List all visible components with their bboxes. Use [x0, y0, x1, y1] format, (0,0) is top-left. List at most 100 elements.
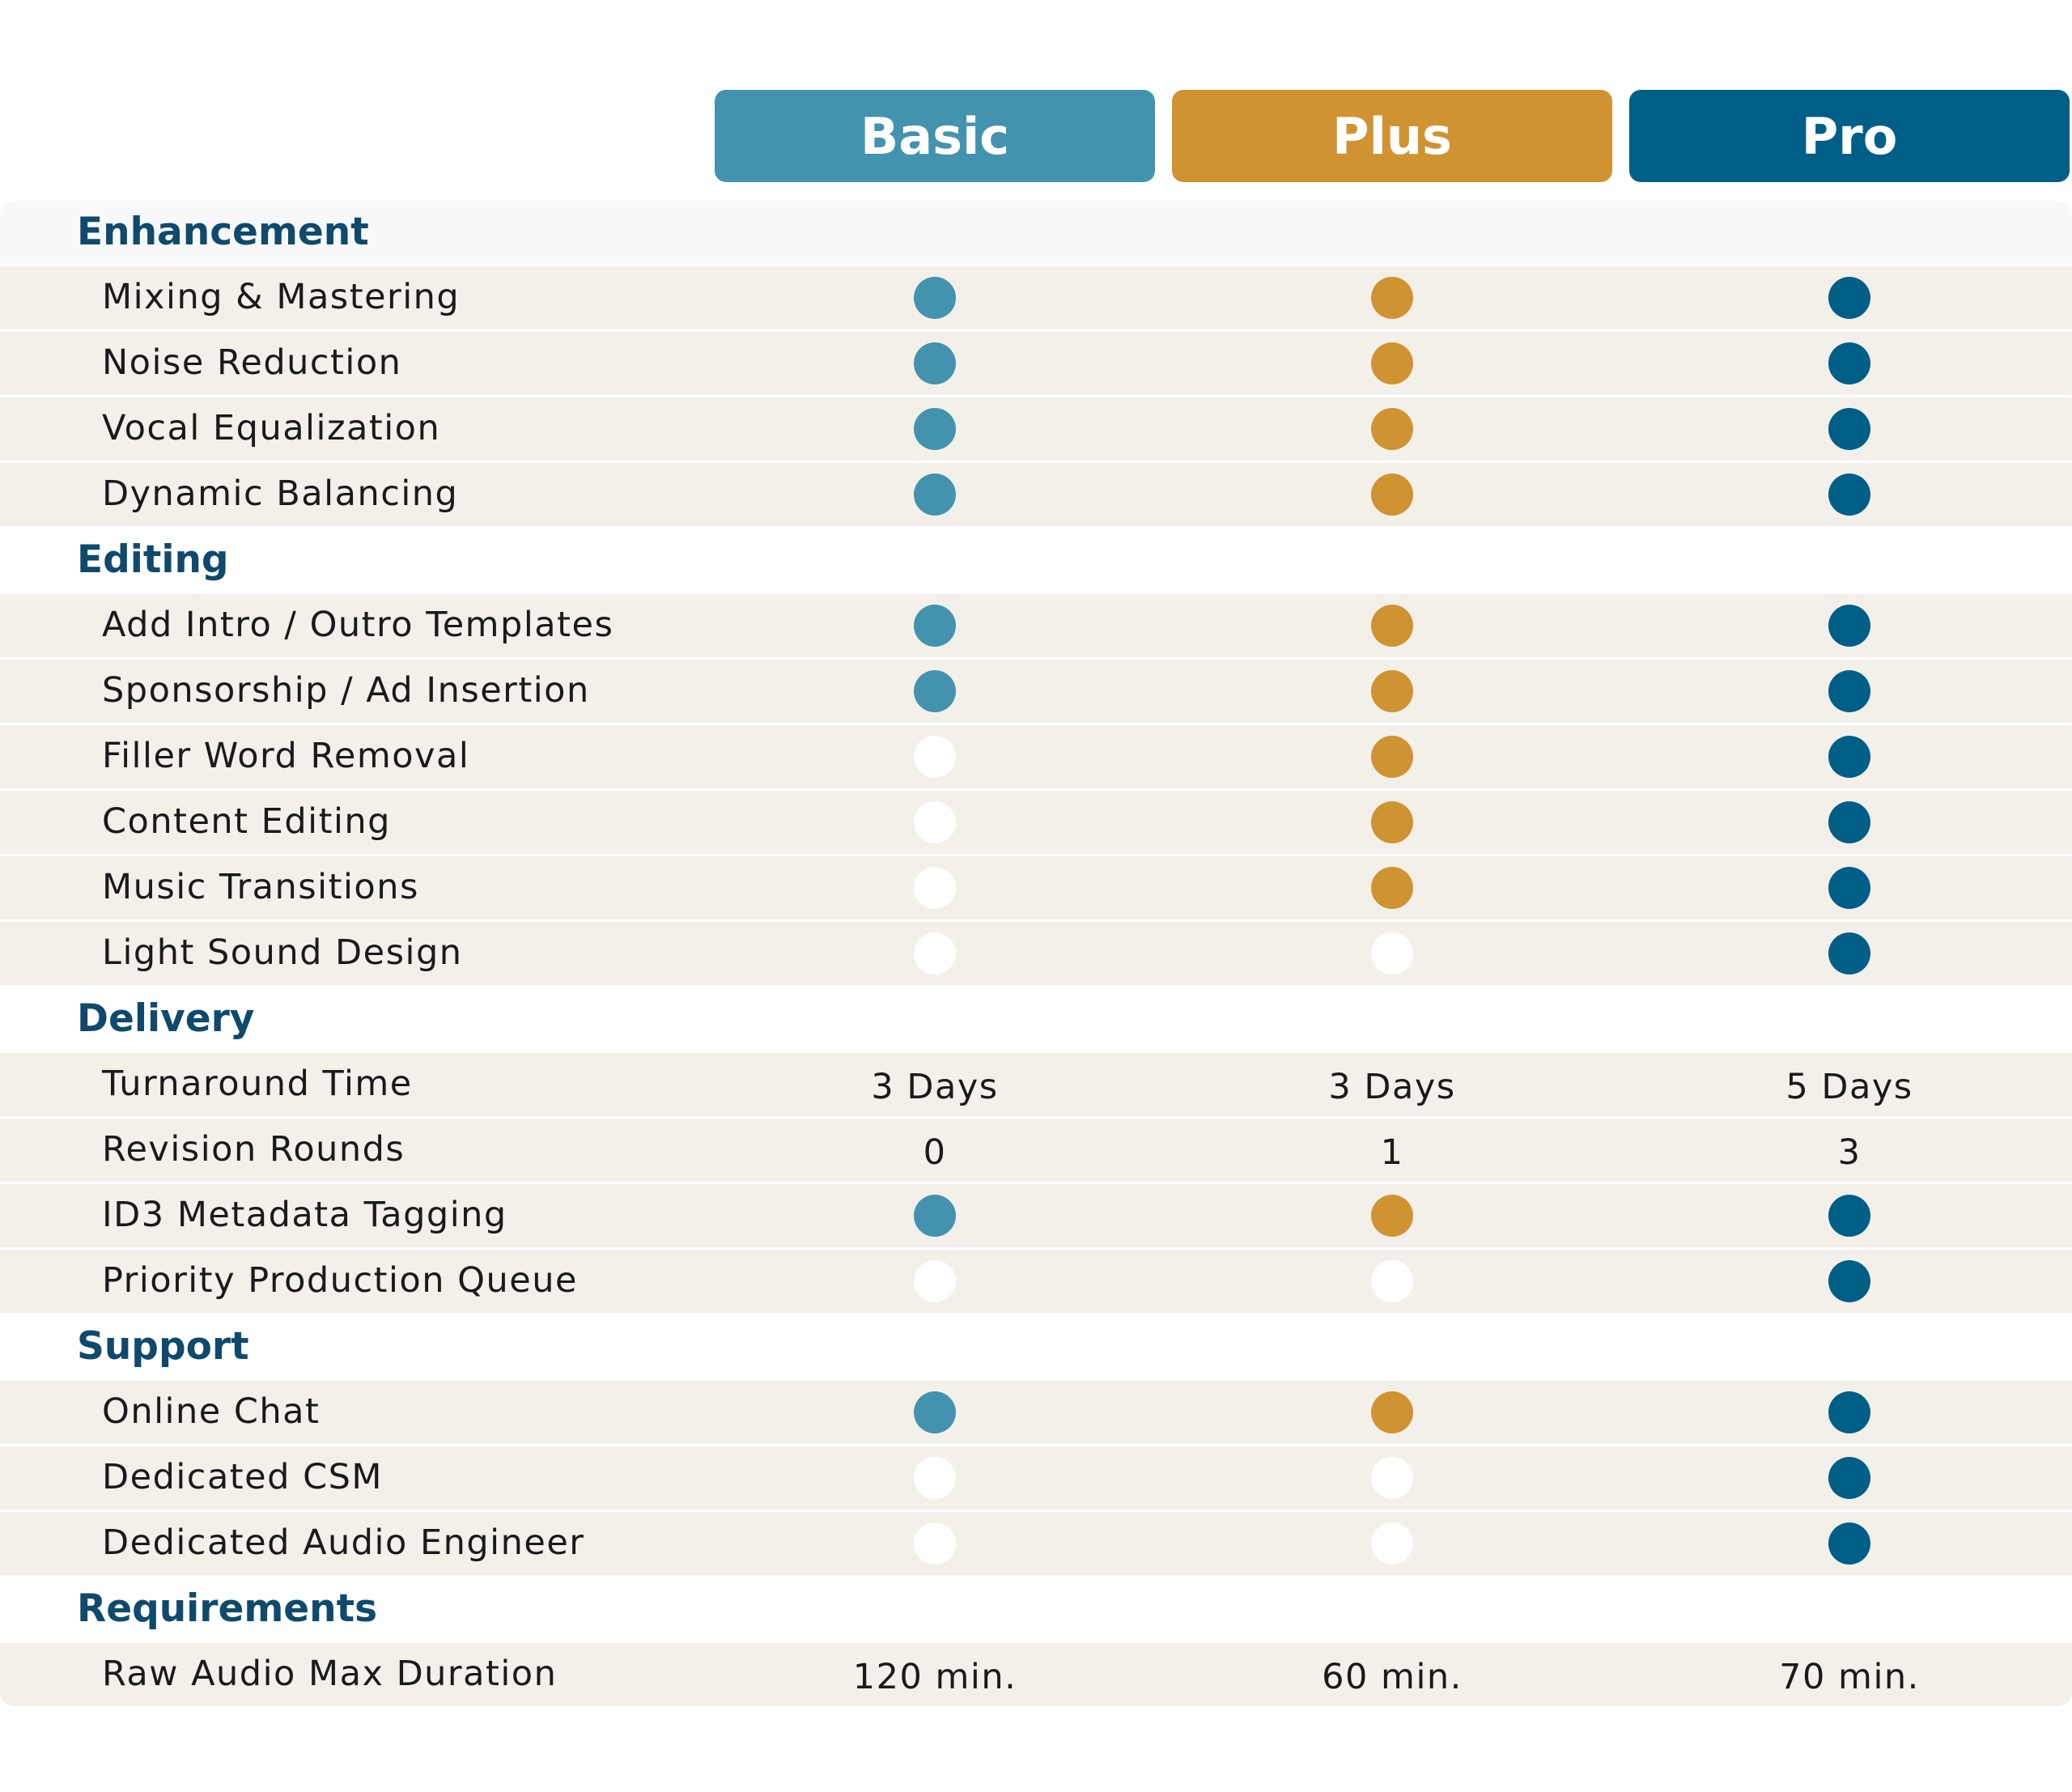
feature-label: Vocal Equalization: [102, 408, 441, 448]
section-title: Delivery: [77, 996, 255, 1041]
feature-row: Filler Word Removal: [0, 725, 2072, 788]
section-title: Enhancement: [77, 210, 369, 254]
section-row: Enhancement: [0, 201, 2072, 264]
included-dot: [914, 473, 956, 516]
included-dot: [1371, 801, 1413, 843]
feature-row: Sponsorship / Ad Insertion: [0, 660, 2072, 723]
section-title: Support: [77, 1324, 249, 1369]
feature-label: Turnaround Time: [102, 1064, 413, 1104]
excluded-dot: [1371, 1457, 1413, 1499]
feature-label: Sponsorship / Ad Insertion: [102, 670, 590, 711]
section-title: Requirements: [77, 1586, 378, 1631]
feature-row: Vocal Equalization: [0, 397, 2072, 461]
included-dot: [1371, 1195, 1413, 1237]
feature-label: Noise Reduction: [102, 342, 402, 383]
included-dot: [1828, 473, 1870, 516]
section-row: Delivery: [0, 987, 2072, 1051]
feature-label: Online Chat: [102, 1391, 321, 1432]
included-dot: [1828, 801, 1870, 843]
feature-label: Revision Rounds: [102, 1129, 405, 1170]
feature-row: Light Sound Design: [0, 922, 2072, 985]
feature-label: Priority Production Queue: [102, 1260, 578, 1301]
included-dot: [1371, 736, 1413, 778]
feature-label: Add Intro / Outro Templates: [102, 605, 614, 645]
included-dot: [1828, 277, 1870, 319]
included-dot: [914, 1195, 956, 1237]
excluded-dot: [914, 736, 956, 778]
feature-row: Dynamic Balancing: [0, 463, 2072, 526]
feature-row: Dedicated CSM: [0, 1446, 2072, 1510]
feature-label: Light Sound Design: [102, 932, 463, 973]
included-dot: [1828, 932, 1870, 975]
excluded-dot: [914, 1457, 956, 1499]
included-dot: [1828, 1195, 1870, 1237]
included-dot: [1828, 867, 1870, 909]
feature-row: Raw Audio Max Duration 120 min. 60 min. 70 …: [0, 1643, 2072, 1706]
section-row: Requirements: [0, 1578, 2072, 1641]
included-dot: [1371, 867, 1413, 909]
included-dot: [1371, 670, 1413, 712]
included-dot: [914, 1391, 956, 1433]
included-dot: [1371, 605, 1413, 647]
excluded-dot: [914, 801, 956, 843]
feature-row: Content Editing: [0, 791, 2072, 854]
excluded-dot: [914, 1522, 956, 1565]
excluded-dot: [914, 867, 956, 909]
cell-value: 60 min.: [1322, 1657, 1463, 1697]
excluded-dot: [1371, 1522, 1413, 1565]
feature-label: Dedicated CSM: [102, 1457, 383, 1497]
feature-row: Online Chat: [0, 1381, 2072, 1444]
included-dot: [1828, 670, 1870, 712]
cell-value: 3 Days: [1328, 1067, 1456, 1107]
feature-row: Music Transitions: [0, 856, 2072, 919]
excluded-dot: [914, 932, 956, 975]
feature-row: Dedicated Audio Engineer: [0, 1512, 2072, 1575]
included-dot: [1828, 605, 1870, 647]
feature-label: Music Transitions: [102, 867, 419, 907]
feature-row: ID3 Metadata Tagging: [0, 1184, 2072, 1247]
cell-value: 0: [923, 1132, 947, 1173]
feature-row: Add Intro / Outro Templates: [0, 594, 2072, 657]
included-dot: [1828, 342, 1870, 384]
section-row: Editing: [0, 529, 2072, 592]
cell-value: 3: [1837, 1132, 1862, 1173]
included-dot: [914, 408, 956, 450]
included-dot: [1828, 408, 1870, 450]
excluded-dot: [1371, 932, 1413, 975]
included-dot: [914, 277, 956, 319]
included-dot: [1371, 277, 1413, 319]
included-dot: [1828, 1522, 1870, 1565]
included-dot: [914, 670, 956, 712]
plan-header: Pro: [1629, 90, 2070, 182]
included-dot: [914, 605, 956, 647]
cell-value: 70 min.: [1779, 1657, 1920, 1697]
included-dot: [914, 342, 956, 384]
feature-label: Mixing & Mastering: [102, 277, 461, 317]
included-dot: [1828, 1260, 1870, 1302]
cell-value: 3 Days: [871, 1067, 999, 1107]
included-dot: [1371, 473, 1413, 516]
feature-row: Noise Reduction: [0, 332, 2072, 395]
feature-label: Dynamic Balancing: [102, 473, 459, 514]
feature-row: Priority Production Queue: [0, 1250, 2072, 1313]
feature-label: Raw Audio Max Duration: [102, 1654, 558, 1694]
included-dot: [1371, 1391, 1413, 1433]
included-dot: [1828, 736, 1870, 778]
plan-header: Plus: [1172, 90, 1612, 182]
excluded-dot: [914, 1260, 956, 1302]
included-dot: [1371, 408, 1413, 450]
included-dot: [1828, 1457, 1870, 1499]
feature-row: Revision Rounds 0 1 3: [0, 1119, 2072, 1182]
section-row: Support: [0, 1315, 2072, 1378]
cell-value: 120 min.: [852, 1657, 1017, 1697]
feature-row: Turnaround Time 3 Days 3 Days 5 Days: [0, 1053, 2072, 1116]
feature-label: Dedicated Audio Engineer: [102, 1522, 585, 1563]
cell-value: 5 Days: [1785, 1067, 1913, 1107]
feature-label: Content Editing: [102, 801, 391, 842]
feature-label: Filler Word Removal: [102, 736, 470, 776]
feature-row: Mixing & Mastering: [0, 266, 2072, 329]
excluded-dot: [1371, 1260, 1413, 1302]
cell-value: 1: [1380, 1132, 1404, 1173]
